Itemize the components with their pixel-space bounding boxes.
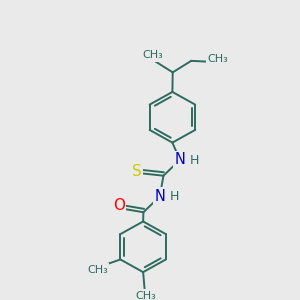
- Text: CH₃: CH₃: [142, 50, 163, 60]
- Text: S: S: [132, 164, 141, 179]
- Text: O: O: [112, 198, 124, 213]
- Text: H: H: [190, 154, 199, 167]
- Text: CH₃: CH₃: [136, 291, 157, 300]
- Text: N: N: [154, 189, 165, 204]
- Text: N: N: [174, 152, 185, 167]
- Text: H: H: [170, 190, 179, 203]
- Text: CH₃: CH₃: [208, 54, 229, 64]
- Text: CH₃: CH₃: [87, 265, 108, 275]
